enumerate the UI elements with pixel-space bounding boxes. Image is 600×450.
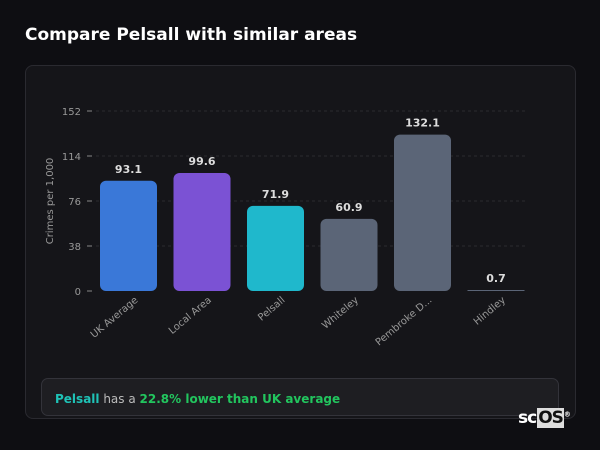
bar: [173, 173, 231, 291]
logo-boxed: OS: [537, 408, 564, 428]
bar-value-label: 0.7: [486, 272, 506, 285]
x-tick-label: Pembroke D...: [374, 295, 435, 348]
logo-mark: ®: [563, 410, 571, 419]
logo-prefix: sc: [518, 408, 537, 428]
bar: [320, 218, 378, 291]
x-tick-label: Pelsall: [256, 295, 287, 324]
x-tick-label: UK Average: [89, 295, 141, 341]
y-tick-label: 76: [68, 197, 81, 208]
chart-card: 0 38 76 114 152 Crimes per 1,000 93.1 UK Averag…: [25, 65, 576, 419]
x-tick-label: Hindley: [472, 295, 508, 328]
bar-value-label: 71.9: [262, 188, 289, 201]
x-tick-label: Local Area: [167, 295, 214, 337]
summary-middle: has a: [99, 392, 140, 406]
bar-chart: 0 38 76 114 152 Crimes per 1,000 93.1 UK Averag…: [45, 107, 526, 348]
y-tick-label: 152: [62, 107, 81, 118]
bar-value-label: 93.1: [115, 163, 142, 176]
bar: [247, 205, 304, 291]
y-axis-label: Crimes per 1,000: [45, 158, 56, 245]
x-tick-label: Whiteley: [320, 295, 361, 332]
y-tick-label: 0: [75, 287, 81, 298]
bar: [467, 290, 525, 291]
summary-box: Pelsall has a 22.8% lower than UK averag…: [41, 378, 559, 416]
y-tick-label: 38: [68, 242, 81, 253]
bar: [100, 180, 157, 291]
scos-logo: sc OS®: [517, 408, 571, 428]
summary-area: Pelsall: [55, 392, 100, 406]
page-title: Compare Pelsall with similar areas: [25, 25, 358, 45]
bar-value-label: 60.9: [335, 201, 362, 214]
y-tick-label: 114: [62, 152, 81, 163]
summary-highlight: 22.8% lower than UK average: [139, 392, 341, 406]
bar-value-label: 99.6: [188, 155, 215, 168]
bar: [394, 134, 451, 291]
bar-value-label: 132.1: [405, 117, 440, 130]
